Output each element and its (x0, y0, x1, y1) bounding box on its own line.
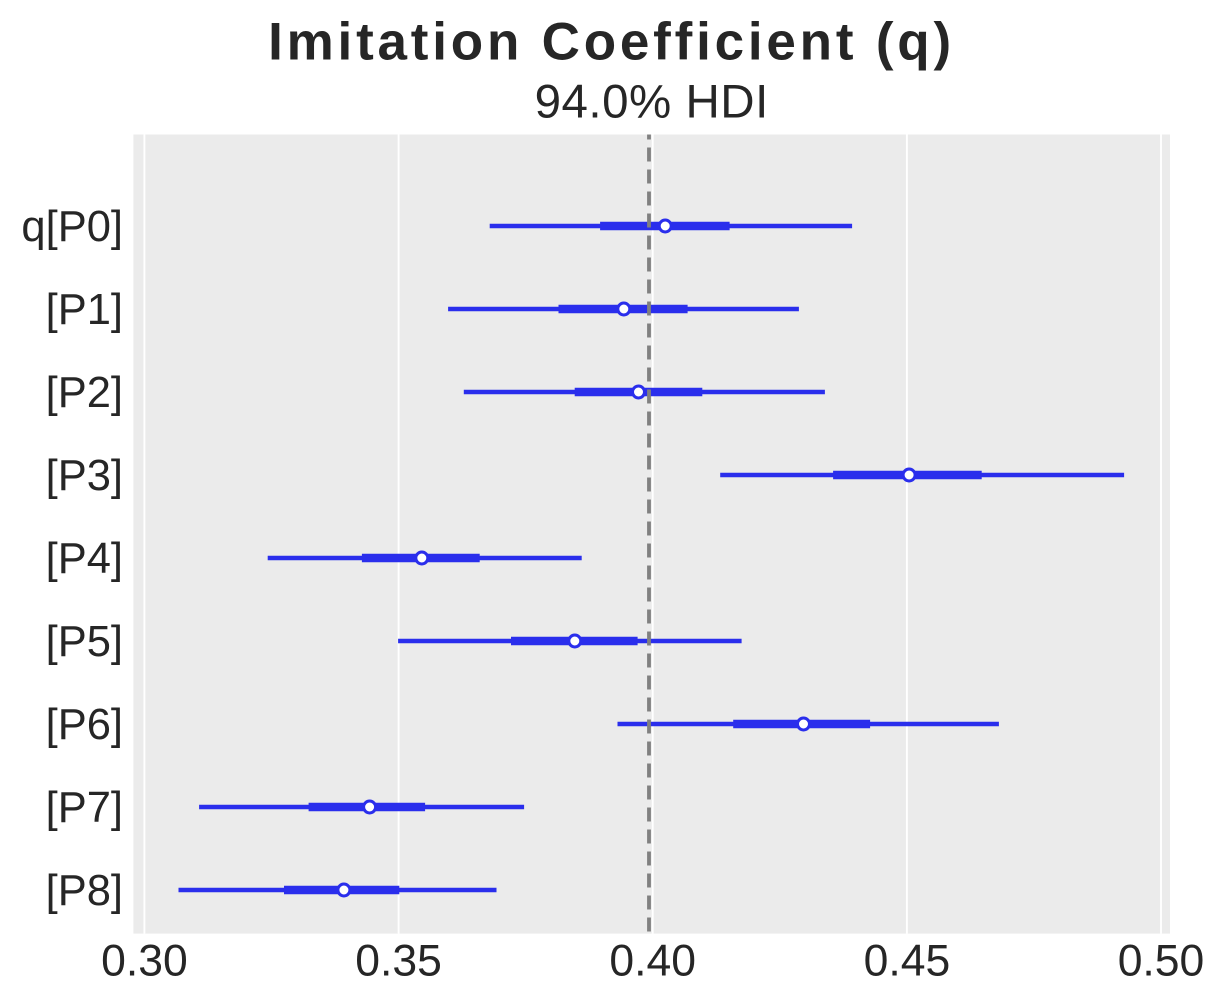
svg-text:[P3]: [P3] (46, 452, 123, 500)
svg-text:q[P0]: q[P0] (21, 203, 123, 251)
svg-text:0.50: 0.50 (1118, 937, 1205, 986)
svg-text:[P8]: [P8] (46, 867, 123, 915)
svg-text:0.35: 0.35 (355, 937, 442, 986)
svg-text:[P7]: [P7] (46, 784, 123, 832)
svg-text:[P4]: [P4] (46, 535, 123, 583)
svg-text:0.30: 0.30 (101, 937, 188, 986)
svg-text:[P6]: [P6] (46, 701, 123, 749)
svg-text:0.40: 0.40 (609, 937, 696, 986)
svg-text:94.0% HDI: 94.0% HDI (535, 76, 769, 129)
svg-text:[P2]: [P2] (46, 369, 123, 417)
svg-text:[P1]: [P1] (46, 286, 123, 334)
svg-text:0.45: 0.45 (864, 937, 951, 986)
svg-text:Imitation Coefficient (q): Imitation Coefficient (q) (268, 12, 955, 71)
svg-text:[P5]: [P5] (46, 618, 123, 666)
